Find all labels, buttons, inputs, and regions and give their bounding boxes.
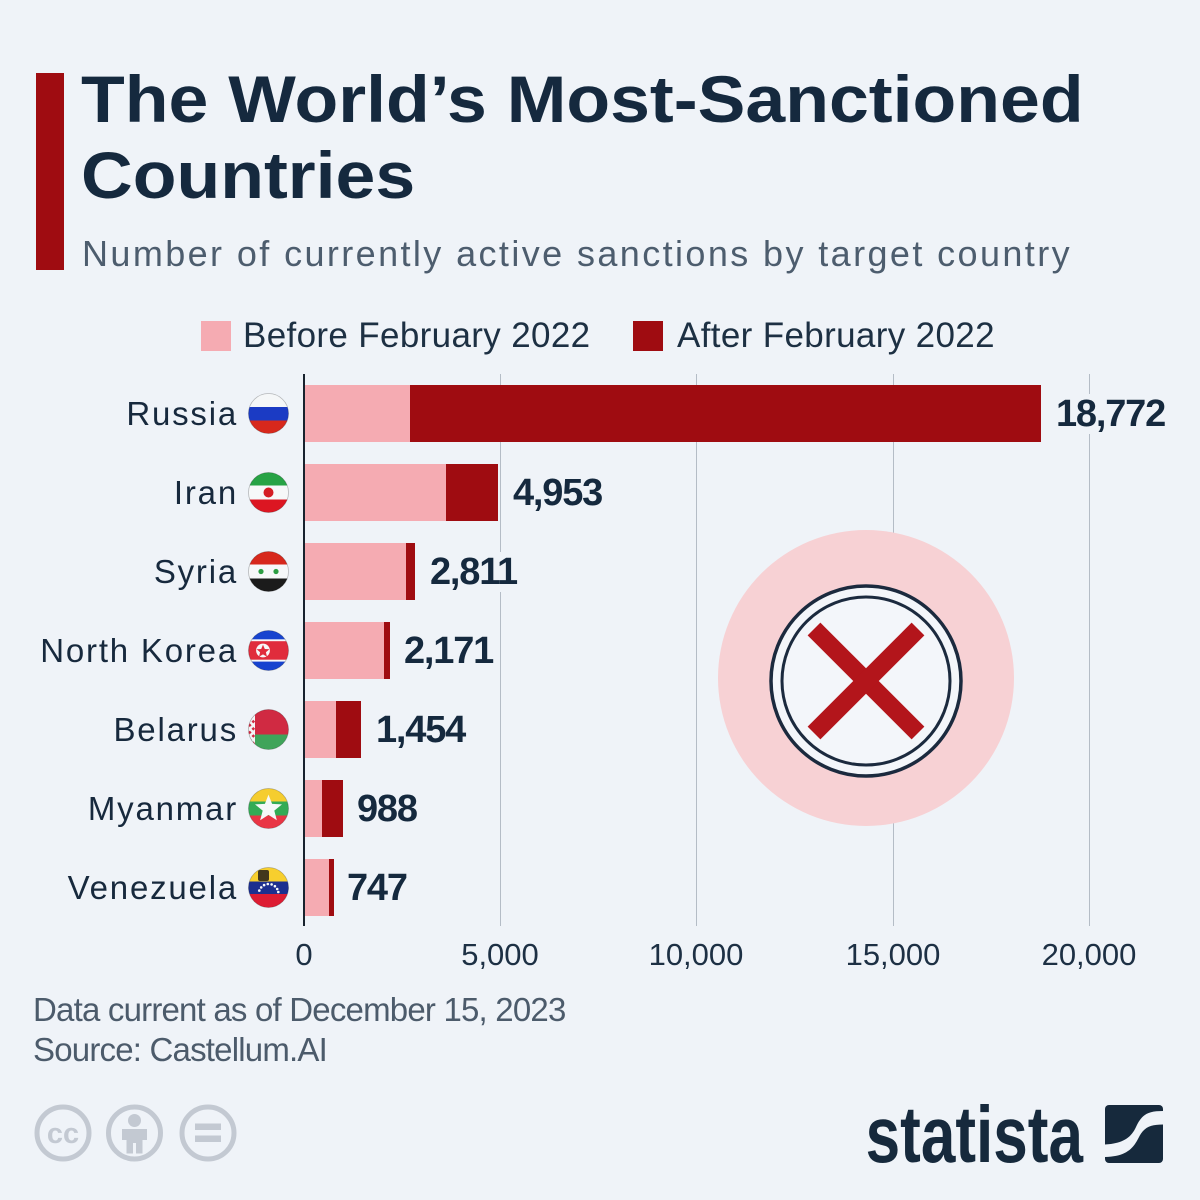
svg-text:cc: cc — [47, 1118, 79, 1150]
